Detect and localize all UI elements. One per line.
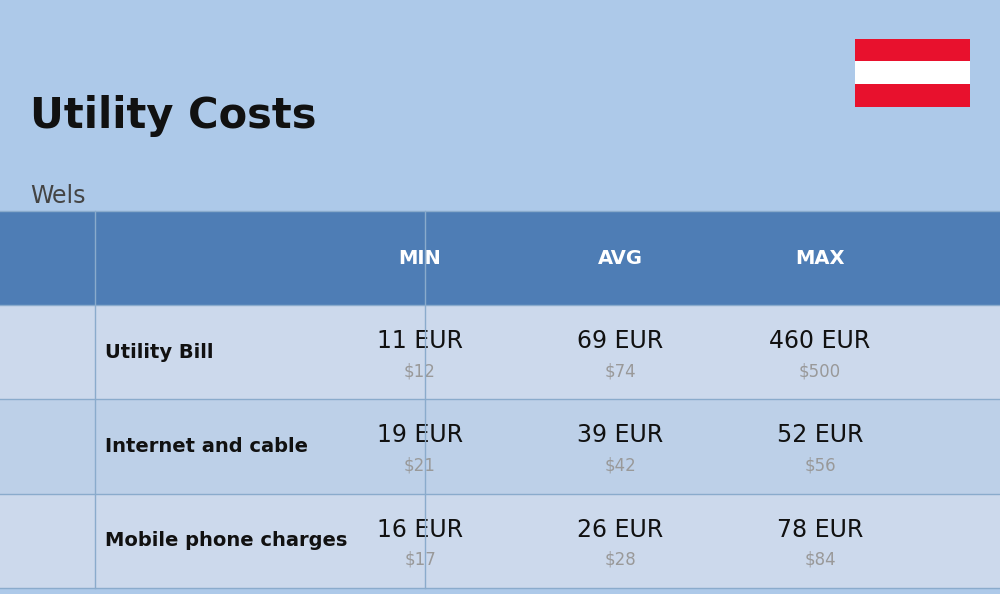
- Text: AVG: AVG: [598, 248, 642, 267]
- Bar: [0, 494, 1000, 588]
- Bar: [0, 305, 95, 400]
- Text: $21: $21: [404, 456, 436, 475]
- Text: Utility Costs: Utility Costs: [30, 95, 316, 137]
- Bar: [855, 39, 970, 61]
- Bar: [0, 399, 95, 494]
- Bar: [0, 211, 1000, 305]
- Text: $84: $84: [804, 551, 836, 569]
- Text: $500: $500: [799, 362, 841, 380]
- Text: $74: $74: [604, 362, 636, 380]
- Text: MAX: MAX: [795, 248, 845, 267]
- Text: 460 EUR: 460 EUR: [769, 329, 871, 353]
- Text: 16 EUR: 16 EUR: [377, 517, 463, 542]
- Text: $28: $28: [604, 551, 636, 569]
- Text: 52 EUR: 52 EUR: [777, 424, 863, 447]
- Text: 11 EUR: 11 EUR: [377, 329, 463, 353]
- Bar: [0, 399, 1000, 494]
- Text: Wels: Wels: [30, 184, 86, 208]
- Bar: [0, 211, 95, 305]
- Text: 26 EUR: 26 EUR: [577, 517, 663, 542]
- Text: 69 EUR: 69 EUR: [577, 329, 663, 353]
- Text: $42: $42: [604, 456, 636, 475]
- Text: $12: $12: [404, 362, 436, 380]
- Bar: [855, 84, 970, 107]
- Text: 78 EUR: 78 EUR: [777, 517, 863, 542]
- Text: $56: $56: [804, 456, 836, 475]
- Text: $17: $17: [404, 551, 436, 569]
- Text: Mobile phone charges: Mobile phone charges: [105, 532, 347, 551]
- Text: 39 EUR: 39 EUR: [577, 424, 663, 447]
- Text: Utility Bill: Utility Bill: [105, 343, 214, 362]
- Bar: [855, 61, 970, 84]
- Bar: [0, 494, 95, 588]
- Text: MIN: MIN: [399, 248, 441, 267]
- Text: 19 EUR: 19 EUR: [377, 424, 463, 447]
- Text: Internet and cable: Internet and cable: [105, 437, 308, 456]
- Bar: [0, 305, 1000, 400]
